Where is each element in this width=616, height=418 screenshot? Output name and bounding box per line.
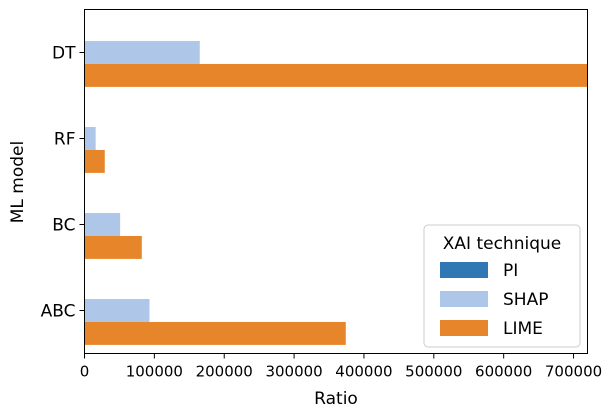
bar-shap-abc [84, 299, 150, 322]
x-axis: 0 100000 200000 300000 400000 500000 600000 700… [80, 353, 602, 381]
x-tick-label: 700000 [545, 363, 602, 381]
x-tick-label: 0 [80, 363, 90, 381]
legend-swatch-shap [440, 291, 488, 307]
legend-frame [423, 224, 581, 348]
legend-swatch-lime [440, 320, 488, 336]
bar-lime-rf [84, 149, 105, 173]
x-tick-label: 500000 [405, 363, 462, 381]
bar-lime-bc [84, 235, 142, 259]
legend-title: XAI technique [443, 234, 561, 254]
bar-shap-dt [84, 41, 200, 64]
x-tick-label: 300000 [265, 363, 322, 381]
legend-label-pi: PI [503, 261, 518, 281]
x-tick-label: 200000 [196, 363, 253, 381]
bar-shap-bc [84, 213, 121, 236]
legend-label-shap: SHAP [503, 290, 548, 310]
y-tick-label: ABC [41, 302, 76, 322]
x-tick-label: 100000 [126, 363, 183, 381]
bar-shap-rf [84, 127, 96, 150]
bars-layer [84, 41, 588, 345]
legend-swatch-pi [440, 262, 488, 278]
plot-frame [84, 9, 588, 354]
x-tick-label: 600000 [475, 363, 532, 381]
y-axis-title: ML model [8, 141, 28, 223]
y-tick-label: DT [52, 44, 76, 64]
bar-lime-abc [84, 321, 346, 345]
legend-label-lime: LIME [503, 319, 543, 339]
bar-lime-dt [84, 63, 588, 87]
x-axis-title: Ratio [314, 389, 358, 409]
y-tick-label: RF [54, 130, 76, 150]
x-tick-label: 400000 [335, 363, 392, 381]
legend: XAI technique PI SHAP LIME [423, 224, 581, 348]
y-tick-label: BC [52, 216, 75, 236]
y-axis: DT RF BC ABC [41, 44, 85, 322]
